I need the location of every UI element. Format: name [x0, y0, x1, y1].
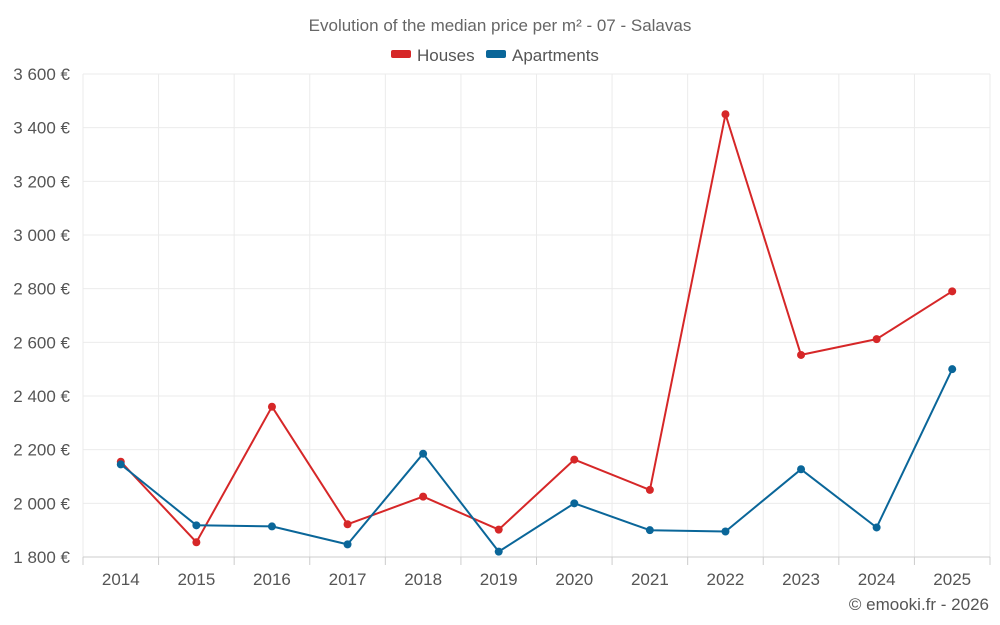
data-point-houses[interactable]: [948, 287, 957, 296]
grid: [82, 73, 991, 557]
data-point-apartments[interactable]: [419, 449, 428, 458]
data-point-apartments[interactable]: [797, 465, 806, 474]
x-tick-label: 2022: [707, 570, 745, 589]
x-tick-label: 2018: [404, 570, 442, 589]
data-point-houses[interactable]: [192, 538, 201, 547]
x-tick-label: 2015: [177, 570, 215, 589]
data-point-houses[interactable]: [872, 335, 881, 344]
y-tick-label: 3 000 €: [13, 226, 70, 245]
credit-text: © emooki.fr - 2026: [849, 595, 989, 614]
series-line-houses: [120, 113, 953, 544]
series: [116, 110, 957, 556]
data-point-apartments[interactable]: [570, 499, 579, 508]
legend: Houses Apartments: [391, 46, 599, 65]
y-tick-label: 3 600 €: [13, 65, 70, 84]
x-tick-label: 2016: [253, 570, 291, 589]
data-point-houses[interactable]: [645, 485, 654, 494]
y-tick-label: 2 400 €: [13, 387, 70, 406]
data-point-houses[interactable]: [267, 402, 276, 411]
data-point-houses[interactable]: [570, 455, 579, 464]
x-tick-label: 2014: [102, 570, 140, 589]
x-tick-label: 2023: [782, 570, 820, 589]
data-point-apartments[interactable]: [267, 522, 276, 531]
x-tick-label: 2024: [858, 570, 896, 589]
x-tick-label: 2017: [329, 570, 367, 589]
data-point-apartments[interactable]: [343, 540, 352, 549]
legend-item-apartments[interactable]: Apartments: [486, 46, 599, 65]
legend-swatch-houses: [391, 50, 411, 58]
y-tick-label: 1 800 €: [13, 548, 70, 567]
legend-item-houses[interactable]: Houses: [391, 46, 475, 65]
legend-label-apartments: Apartments: [512, 46, 599, 65]
x-tick-label: 2019: [480, 570, 518, 589]
x-tick-label: 2020: [555, 570, 593, 589]
y-tick-label: 2 200 €: [13, 441, 70, 460]
data-point-apartments[interactable]: [948, 365, 957, 374]
data-point-apartments[interactable]: [192, 521, 201, 530]
x-tick-label: 2021: [631, 570, 669, 589]
data-point-apartments[interactable]: [494, 547, 503, 556]
data-point-apartments[interactable]: [645, 526, 654, 535]
axes: 1 800 € 2 000 € 2 200 € 2 400 € 2 600 € 2 800…: [13, 65, 991, 589]
y-tick-label: 2 000 €: [13, 494, 70, 513]
y-tick-label: 2 800 €: [13, 280, 70, 299]
data-point-apartments[interactable]: [116, 460, 125, 469]
chart-title: Evolution of the median price per m² - 0…: [309, 16, 692, 35]
data-point-apartments[interactable]: [721, 527, 730, 536]
x-tick-label: 2025: [933, 570, 971, 589]
data-point-houses[interactable]: [419, 492, 428, 501]
data-point-houses[interactable]: [721, 110, 730, 119]
y-tick-label: 2 600 €: [13, 333, 70, 352]
data-point-houses[interactable]: [494, 525, 503, 534]
series-line-apartments: [120, 368, 954, 553]
data-point-apartments[interactable]: [872, 523, 881, 532]
y-tick-label: 3 400 €: [13, 119, 70, 138]
y-tick-label: 3 200 €: [13, 172, 70, 191]
legend-swatch-apartments: [486, 50, 506, 58]
data-point-houses[interactable]: [343, 520, 352, 529]
data-point-houses[interactable]: [797, 350, 806, 359]
legend-label-houses: Houses: [417, 46, 475, 65]
